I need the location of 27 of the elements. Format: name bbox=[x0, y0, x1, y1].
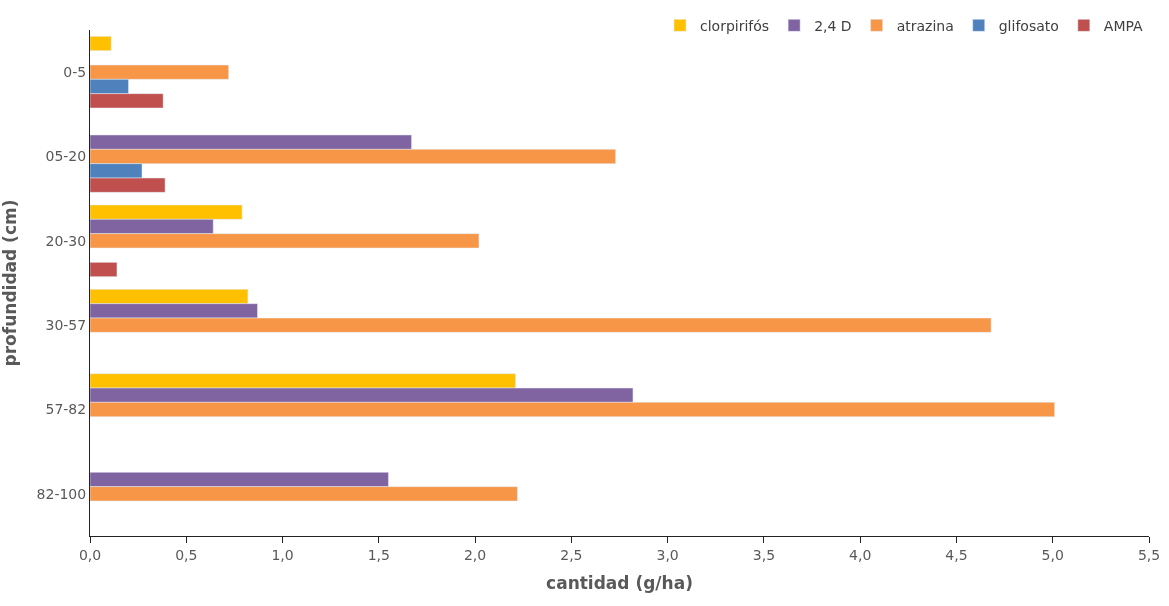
y-axis-title: profundidad (cm) bbox=[0, 199, 21, 367]
x-tick-label: 3,0 bbox=[656, 546, 679, 563]
x-tick-label: 4,0 bbox=[849, 546, 872, 563]
y-tick-label: 20-30 bbox=[45, 232, 87, 249]
x-tick-label: 1,5 bbox=[367, 546, 390, 563]
y-tick-label: 57-82 bbox=[45, 401, 87, 418]
x-tick-label: 0,0 bbox=[78, 546, 102, 563]
y-tick-label: 05-20 bbox=[45, 148, 87, 165]
y-tick-label: 30-57 bbox=[45, 317, 87, 334]
legend-label: clorpirifós bbox=[700, 17, 770, 34]
legend-label: AMPA bbox=[1103, 17, 1144, 34]
x-tick-label: 2,5 bbox=[560, 546, 583, 563]
x-tick-label: 2,0 bbox=[463, 546, 487, 563]
x-tick-label: 4,5 bbox=[945, 546, 968, 563]
x-tick-label: 1,0 bbox=[271, 546, 294, 563]
x-tick-label: 5,5 bbox=[1137, 546, 1161, 563]
legend-label: atrazina bbox=[896, 17, 954, 34]
x-tick-label: 3,5 bbox=[752, 546, 776, 563]
x-tick-label: 0,5 bbox=[175, 546, 198, 563]
x-tick-label: 5,0 bbox=[1041, 546, 1064, 563]
legend-label: 2,4 D bbox=[814, 17, 852, 34]
x-axis-title: cantidad (g/ha) bbox=[546, 573, 693, 594]
y-tick-label: 82-100 bbox=[36, 485, 87, 502]
legend-label: glifosato bbox=[998, 17, 1059, 34]
y-tick-label: 0-5 bbox=[63, 64, 87, 81]
bar bbox=[90, 262, 118, 277]
bar bbox=[90, 36, 112, 51]
